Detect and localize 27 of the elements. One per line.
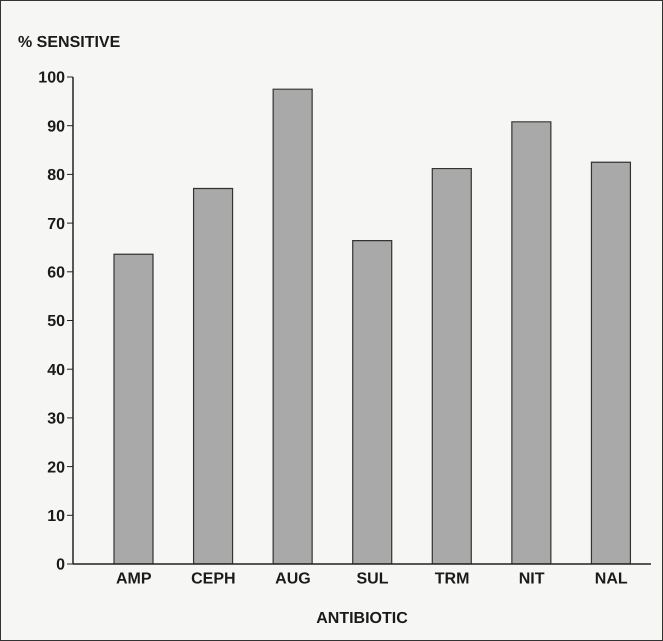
y-tick-label: 30	[47, 410, 66, 428]
y-tick-label: 20	[47, 459, 66, 476]
y-tick-label: 100	[38, 70, 66, 87]
y-tick-label: 70	[47, 216, 66, 233]
bar	[192, 188, 234, 564]
bar	[272, 88, 313, 564]
y-axis-title: % SENSITIVE	[18, 34, 120, 52]
y-tick-label: 50	[47, 313, 66, 330]
bar	[432, 168, 472, 564]
bar	[113, 254, 154, 564]
x-tick-label: SUL	[356, 570, 389, 588]
bar	[352, 240, 392, 564]
y-tick-label: 40	[47, 362, 66, 379]
y-tick-label: 60	[47, 264, 66, 282]
y-tick-label: 0	[56, 556, 66, 574]
x-axis-title: ANTIBIOTIC	[315, 610, 409, 628]
x-tick-label: TRM	[434, 570, 470, 588]
bar	[590, 162, 632, 564]
y-tick-label: 80	[47, 167, 66, 184]
y-tick-label: 90	[47, 118, 66, 136]
bar	[511, 121, 552, 564]
x-tick-label: CEPH	[191, 570, 236, 588]
x-tick-label: NIT	[518, 570, 545, 588]
x-tick-label: AUG	[275, 570, 311, 588]
x-tick-label: AMP	[116, 570, 152, 588]
x-tick-label: NAL	[594, 570, 628, 588]
y-tick-label: 10	[47, 508, 66, 525]
